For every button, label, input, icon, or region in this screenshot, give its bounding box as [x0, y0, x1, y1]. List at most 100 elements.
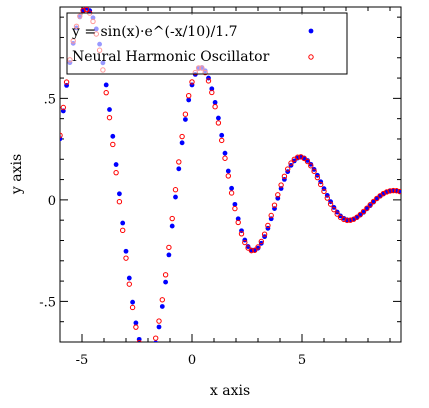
series-1-point — [229, 185, 235, 191]
series-1-point — [209, 86, 215, 92]
series-2-point — [387, 188, 393, 194]
series-2-point — [327, 201, 334, 207]
series-1-point — [156, 324, 162, 330]
series-2-point — [215, 120, 222, 126]
series-2-point — [219, 137, 225, 144]
series-2-point — [228, 190, 235, 196]
legend-marker-series-1 — [308, 28, 314, 34]
series-1-point — [166, 252, 172, 258]
series-2-point — [176, 159, 182, 165]
legend-label-series-1: y = sin(x)·e^(-x/10)/1.7 — [71, 24, 238, 40]
series-2-point — [261, 231, 268, 237]
series-1-point — [183, 117, 188, 122]
series-2-point — [212, 103, 218, 110]
series-2-point — [354, 214, 360, 220]
series-1-point — [133, 320, 139, 326]
series-2-point — [156, 318, 162, 324]
series-1-point — [212, 100, 218, 105]
series-2-point — [271, 202, 278, 208]
series-2-point — [252, 247, 258, 253]
series-1-point — [169, 223, 175, 229]
series-1-point — [153, 340, 158, 342]
series-2-point — [60, 132, 63, 139]
series-2-point — [374, 195, 380, 202]
series-2-point — [278, 182, 284, 188]
series-2-point — [209, 89, 215, 96]
series-2-point — [153, 335, 159, 341]
y-tick-label: -.5 — [39, 295, 56, 310]
x-tick-label: 5 — [298, 353, 306, 368]
series-2-point — [390, 187, 396, 194]
series-2-point — [304, 158, 311, 165]
series-2-point — [397, 188, 401, 195]
series-2-point — [238, 231, 245, 237]
series-1-point — [140, 349, 145, 354]
series-2-point — [147, 355, 151, 359]
series-2-point — [393, 188, 400, 194]
series-2-point — [116, 199, 123, 205]
series-1-point — [176, 166, 182, 172]
series-2-point — [265, 222, 271, 229]
series-2-point — [144, 356, 148, 360]
series-2-point — [288, 160, 294, 166]
series-1-point — [232, 201, 238, 207]
series-2-point — [324, 195, 330, 201]
series-1-point — [179, 140, 185, 146]
series-1-point — [216, 115, 221, 121]
y-tick-label: 0 — [48, 194, 56, 209]
series-2-point — [344, 217, 350, 224]
series-2-point — [341, 216, 347, 223]
series-1-point — [107, 107, 112, 112]
y-tick-label: .5 — [44, 92, 56, 107]
series-2-point — [232, 205, 238, 212]
series-2-point — [275, 192, 281, 198]
series-2-point — [308, 163, 314, 169]
series-2-point — [301, 155, 307, 162]
series-1-point — [219, 132, 225, 138]
series-1-point — [222, 150, 228, 156]
series-2-point — [367, 202, 373, 208]
series-2-point — [83, 7, 90, 13]
series-1-point — [245, 244, 251, 249]
series-1-point — [117, 191, 122, 197]
series-2-point — [113, 169, 119, 176]
series-1-point — [103, 82, 109, 88]
series-1-point — [113, 162, 119, 167]
series-2-point — [106, 114, 113, 121]
series-2-point — [63, 79, 70, 85]
series-2-point — [136, 339, 142, 342]
series-2-point — [258, 238, 264, 245]
series-2-point — [182, 111, 189, 117]
series-2-point — [162, 272, 169, 278]
series-2-point — [281, 173, 288, 180]
tick-labels: -5 0 5 .5 0 -.5 — [39, 92, 306, 368]
series-2-point — [186, 93, 192, 99]
series-2-point — [172, 187, 179, 193]
series-2-point — [120, 227, 126, 234]
series-2-point — [370, 198, 377, 205]
series-2-point — [364, 205, 370, 211]
series-1-point — [123, 248, 129, 254]
series-1-point — [163, 279, 169, 285]
series-2-point — [285, 166, 291, 172]
data-points — [60, 7, 401, 361]
series-1-point — [150, 351, 155, 356]
series-2-point — [294, 154, 301, 160]
series-2-point — [205, 78, 212, 84]
series-1-point — [186, 97, 192, 103]
series-2-point — [318, 181, 324, 188]
x-tick-label: -5 — [76, 353, 89, 368]
series-2-point — [357, 211, 363, 218]
x-axis-title: x axis — [210, 383, 250, 399]
series-2-point — [103, 89, 109, 96]
series-2-point — [331, 206, 337, 213]
series-2-point — [268, 212, 274, 219]
series-2-point — [360, 208, 367, 215]
series-2-point — [222, 155, 228, 161]
series-2-point — [159, 297, 166, 303]
series-2-point — [123, 255, 129, 261]
series-1-point — [147, 356, 152, 361]
series-2-point — [126, 281, 133, 287]
legend-marker-series-2 — [308, 54, 314, 60]
